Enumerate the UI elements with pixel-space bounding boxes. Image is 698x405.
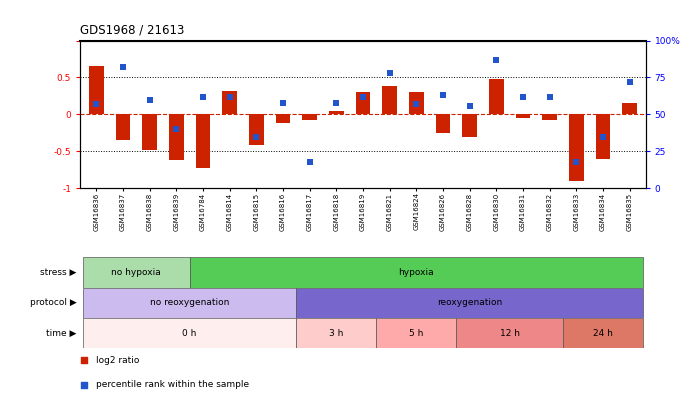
Bar <box>516 115 530 118</box>
Bar <box>142 115 157 150</box>
Bar <box>190 257 643 288</box>
Bar <box>249 115 264 145</box>
Bar <box>569 115 584 181</box>
Point <box>277 99 288 106</box>
Bar <box>169 115 184 160</box>
Point <box>410 101 422 107</box>
Text: 3 h: 3 h <box>329 328 343 338</box>
Bar <box>595 115 610 159</box>
Bar <box>296 318 376 348</box>
Point <box>438 92 449 98</box>
Bar <box>116 115 131 140</box>
Point <box>224 94 235 100</box>
Text: reoxygenation: reoxygenation <box>437 298 503 307</box>
Text: 24 h: 24 h <box>593 328 613 338</box>
Bar <box>355 92 371 115</box>
Point <box>517 94 528 100</box>
Bar <box>563 318 643 348</box>
Point <box>384 70 395 76</box>
Bar <box>222 91 237 115</box>
Bar <box>462 115 477 136</box>
Bar <box>542 115 557 119</box>
Point <box>171 126 182 132</box>
Bar <box>83 318 296 348</box>
Bar <box>302 115 317 120</box>
Text: time ▶: time ▶ <box>46 328 77 338</box>
Text: 5 h: 5 h <box>409 328 424 338</box>
Text: no reoxygenation: no reoxygenation <box>150 298 230 307</box>
Text: 12 h: 12 h <box>500 328 519 338</box>
Point <box>144 96 155 103</box>
Bar <box>83 257 190 288</box>
Point <box>491 56 502 63</box>
Bar <box>489 79 504 115</box>
Point <box>464 102 475 109</box>
Point <box>117 64 128 70</box>
Text: GDS1968 / 21613: GDS1968 / 21613 <box>80 23 185 36</box>
Bar <box>436 115 450 133</box>
Point <box>597 133 609 140</box>
Point <box>624 79 635 85</box>
Bar <box>276 115 290 123</box>
Point <box>91 101 102 107</box>
Point <box>544 94 555 100</box>
Point <box>304 158 315 165</box>
Point <box>78 382 89 388</box>
Text: no hypoxia: no hypoxia <box>112 268 161 277</box>
Text: stress ▶: stress ▶ <box>40 268 77 277</box>
Text: protocol ▶: protocol ▶ <box>30 298 77 307</box>
Bar <box>329 111 343 115</box>
Point <box>251 133 262 140</box>
Bar <box>195 115 210 168</box>
Point <box>331 99 342 106</box>
Point <box>78 357 89 364</box>
Bar <box>89 66 103 115</box>
Bar <box>409 92 424 115</box>
Point <box>357 94 369 100</box>
Text: percentile rank within the sample: percentile rank within the sample <box>96 380 248 389</box>
Bar <box>383 86 397 115</box>
Bar <box>623 103 637 115</box>
Text: hypoxia: hypoxia <box>399 268 434 277</box>
Bar <box>456 318 563 348</box>
Text: log2 ratio: log2 ratio <box>96 356 139 365</box>
Bar <box>296 288 643 318</box>
Bar <box>376 318 456 348</box>
Bar <box>83 288 296 318</box>
Point <box>198 94 209 100</box>
Text: 0 h: 0 h <box>182 328 197 338</box>
Point <box>571 158 582 165</box>
